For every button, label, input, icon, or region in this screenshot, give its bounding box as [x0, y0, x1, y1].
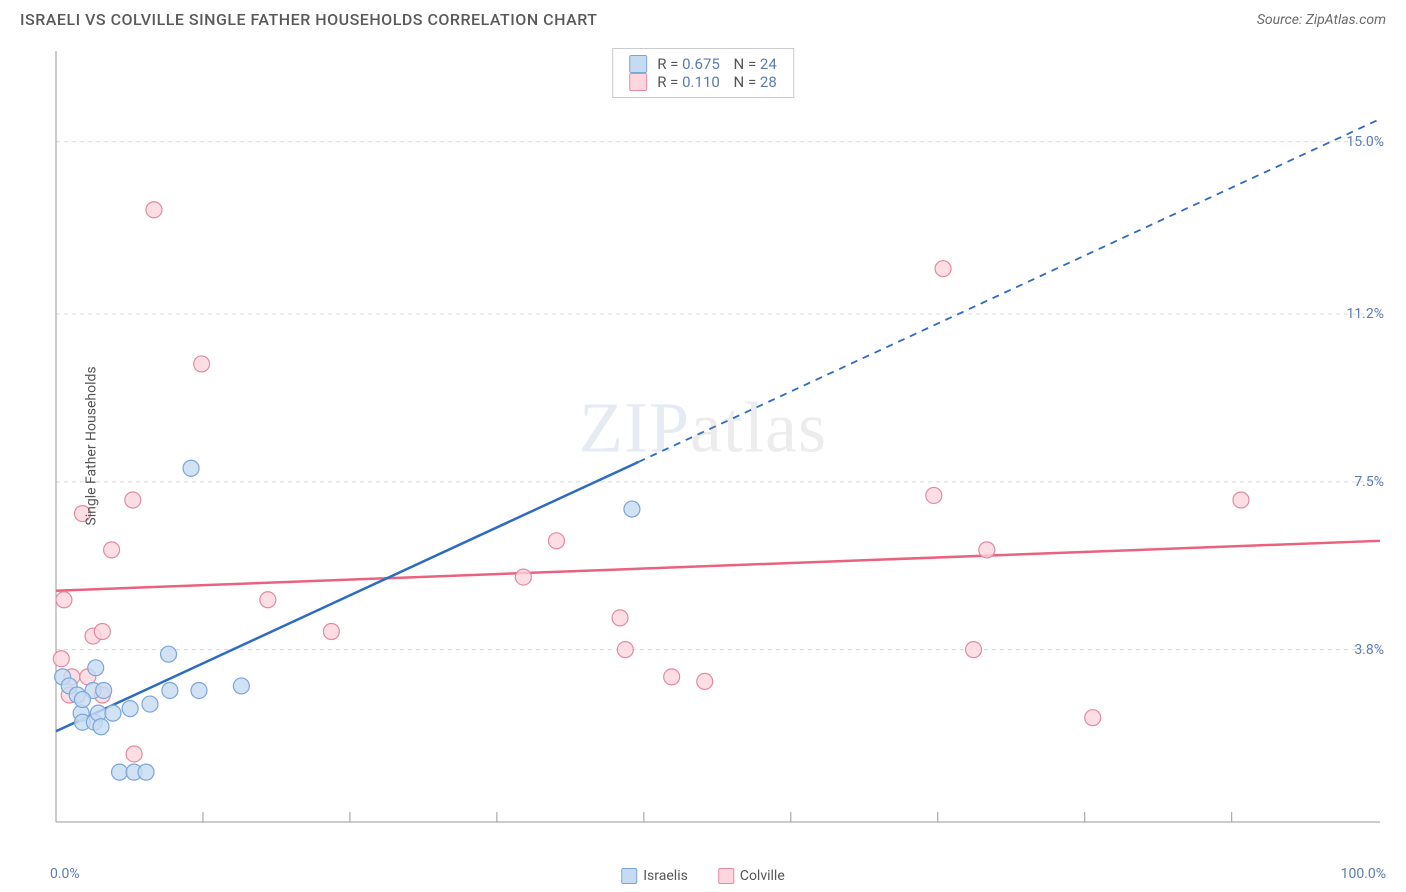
scatter-svg [50, 45, 1386, 842]
y-tick-label: 15.0% [1346, 134, 1384, 150]
y-axis-label: Single Father Households [84, 366, 100, 525]
source-label: Source: ZipAtlas.com [1257, 12, 1386, 28]
x-min-label: 0.0% [50, 866, 80, 882]
x-max-label: 100.0% [1341, 866, 1386, 882]
stats-row-israelis: R = 0.675 N = 24 [629, 55, 777, 73]
stats-legend: R = 0.675 N = 24 R = 0.110 N = 28 [612, 48, 794, 98]
y-tick-label: 11.2% [1346, 306, 1384, 322]
stats-row-colville: R = 0.110 N = 28 [629, 73, 777, 91]
chart-title: ISRAELI VS COLVILLE SINGLE FATHER HOUSEH… [20, 10, 597, 29]
swatch-colville [629, 73, 647, 91]
y-tick-label: 3.8% [1354, 642, 1384, 658]
plot-area [50, 45, 1386, 842]
chart-header: ISRAELI VS COLVILLE SINGLE FATHER HOUSEH… [0, 0, 1406, 33]
y-tick-label: 7.5% [1354, 474, 1384, 490]
x-axis-range: 0.0% 100.0% [50, 866, 1386, 882]
swatch-israelis [629, 55, 647, 73]
